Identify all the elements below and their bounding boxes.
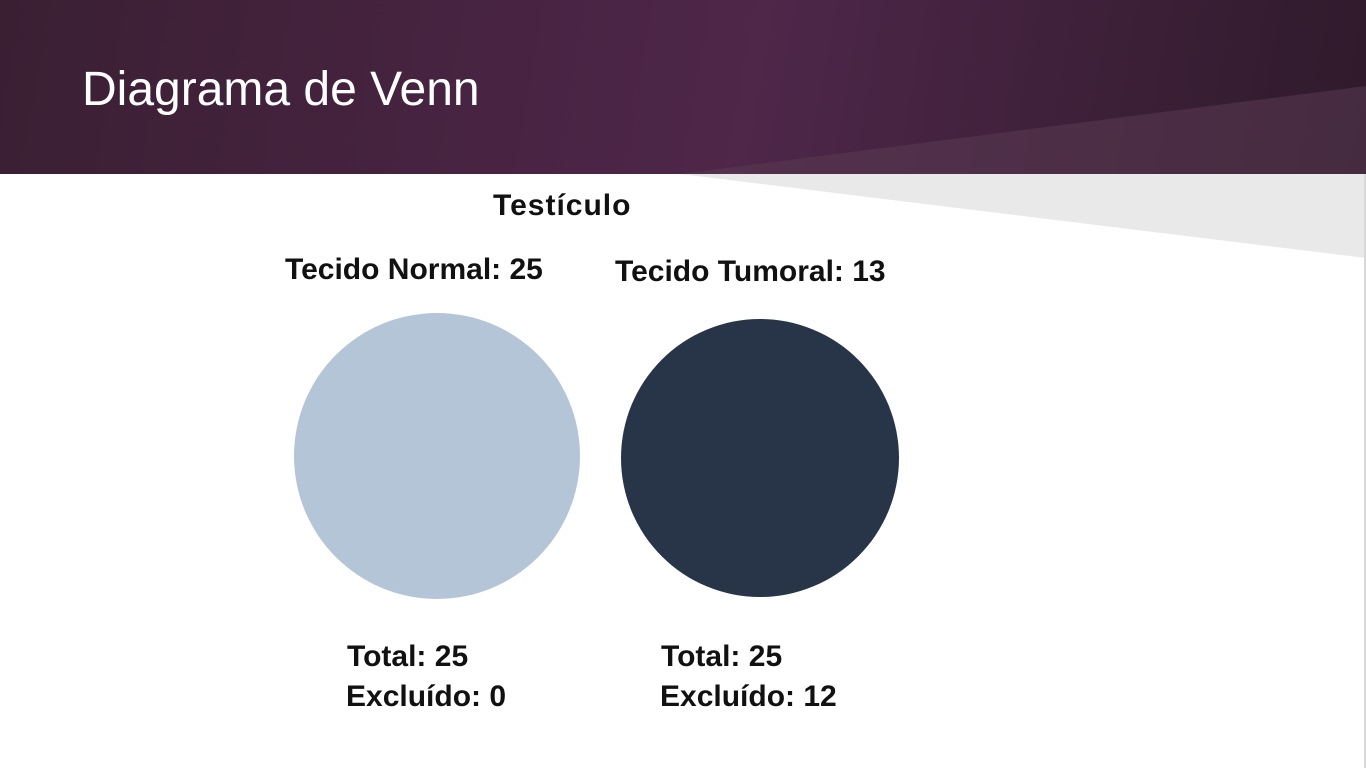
set-circle-tumoral bbox=[621, 319, 899, 597]
total-normal: Total: 25 bbox=[347, 640, 469, 673]
excluded-normal: Excluído: 0 bbox=[346, 680, 507, 713]
slide-right-edge bbox=[1364, 174, 1366, 768]
set-label-normal: Tecido Normal: 25 bbox=[285, 253, 543, 286]
set-label-tumoral: Tecido Tumoral: 13 bbox=[615, 255, 886, 288]
excluded-tumoral: Excluído: 12 bbox=[660, 680, 837, 713]
header-accent-shape bbox=[680, 86, 1366, 258]
slide-title: Diagrama de Venn bbox=[82, 63, 480, 116]
diagram-title: Testículo bbox=[493, 189, 632, 222]
total-tumoral: Total: 25 bbox=[661, 640, 783, 673]
set-circle-normal bbox=[294, 313, 580, 599]
